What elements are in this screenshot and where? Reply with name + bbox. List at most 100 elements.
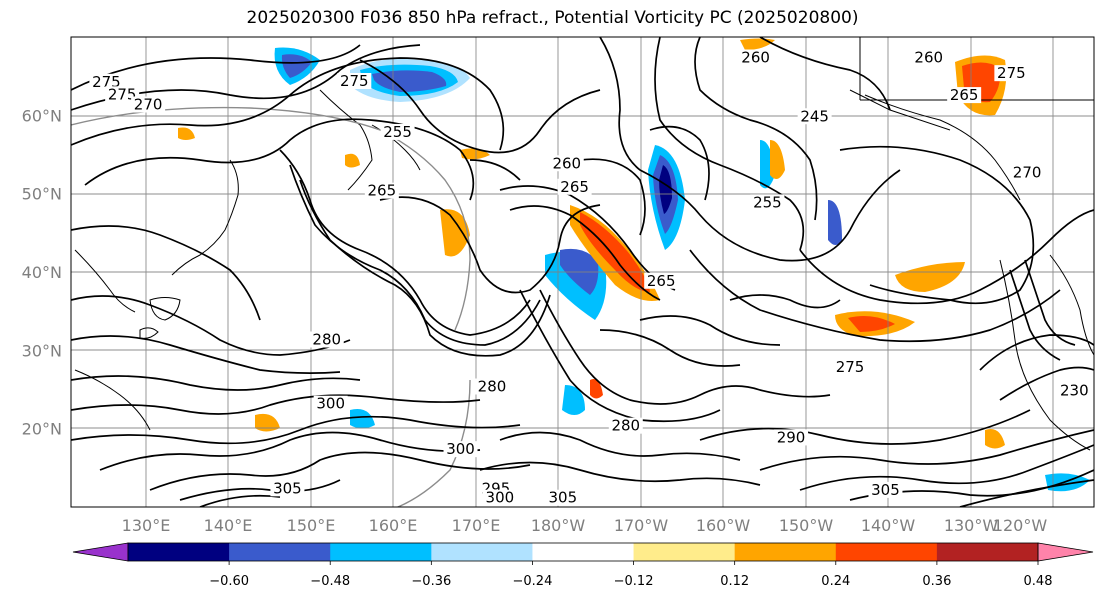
colorbar-outline <box>127 542 1039 562</box>
pv-area-positive <box>895 262 965 292</box>
contour-label-background <box>1010 164 1045 181</box>
pv-area-positive <box>590 379 603 399</box>
colorbar-segment <box>633 543 736 561</box>
contour-label: 260 <box>552 154 581 172</box>
map-title: 2025020300 F036 850 hPa refract., Potent… <box>246 8 859 28</box>
contour-label: 265 <box>647 272 676 290</box>
contour-label: 280 <box>312 331 341 349</box>
map-frame <box>70 36 1095 508</box>
contour-label: 245 <box>800 107 829 125</box>
pv-area-negative <box>659 165 672 214</box>
contour-label-background <box>557 178 592 195</box>
longitude-label: 170°W <box>614 516 669 535</box>
contour-label-background <box>644 272 679 289</box>
contour-label-background <box>738 49 773 66</box>
colorbar-segment <box>128 543 230 561</box>
contour-label-background <box>774 429 809 446</box>
latitude-labels: 60°N 50°N 40°N 30°N 20°N <box>22 106 62 438</box>
contour-label-background <box>380 123 415 140</box>
pv-area-negative <box>562 385 585 415</box>
contour-label: 255 <box>753 193 782 211</box>
contour-label-background <box>105 86 140 103</box>
contour-label: 265 <box>950 86 979 104</box>
contour-label-background <box>309 331 344 348</box>
contour-label-background <box>608 417 643 434</box>
contour-label: 300 <box>486 489 515 507</box>
contour-label-background <box>270 480 305 497</box>
colorbar-extend-low <box>72 542 129 562</box>
refractivity-contours <box>71 37 1094 507</box>
colorbar-tick-label: 0.24 <box>821 574 850 589</box>
longitude-label: 180°W <box>531 516 586 535</box>
colorbar-segment <box>936 543 1039 561</box>
pv-area-positive <box>770 140 785 179</box>
colorbar-tick-labels: −0.60 −0.48 −0.36 −0.24 −0.12 0.12 0.24 0.36 0.4… <box>209 561 1052 589</box>
pv-area-negative <box>350 409 375 429</box>
contour-label: 260 <box>914 49 943 67</box>
contour-label-background <box>475 378 510 395</box>
pv-area-positive <box>985 429 1005 449</box>
colorbar-segment <box>734 543 837 561</box>
colorbar-segment <box>229 543 331 561</box>
colorbar-tick-label: −0.60 <box>209 574 249 589</box>
contour-label-background <box>868 481 903 498</box>
colorbar-tick-label: 0.36 <box>922 574 951 589</box>
contour-label: 275 <box>340 72 369 90</box>
contour-label: 230 <box>1060 381 1089 399</box>
colorbar-tick-label: −0.36 <box>411 574 451 589</box>
contour-label: 275 <box>108 85 137 103</box>
latitude-label: 30°N <box>22 341 62 360</box>
contour-label-background <box>545 489 580 506</box>
contour-label: 265 <box>560 178 589 196</box>
contour-label-background <box>313 395 348 412</box>
pv-area-negative <box>828 200 842 245</box>
contour-label-background <box>337 73 372 89</box>
pv-shading <box>178 38 1090 492</box>
longitude-label: 160°W <box>696 516 751 535</box>
pv-area-negative <box>1045 473 1090 492</box>
contour-label: 265 <box>368 182 397 200</box>
contour-label-background <box>443 441 478 458</box>
contour-label: 275 <box>836 358 865 376</box>
colorbar-segment <box>532 543 635 561</box>
contour-label: 275 <box>92 73 121 91</box>
contour-label-background <box>911 49 946 66</box>
longitude-label: 130°E <box>122 516 171 535</box>
longitude-label: 140°E <box>204 516 253 535</box>
contour-label: 280 <box>478 378 507 396</box>
contour-label: 275 <box>997 64 1026 82</box>
colorbar-tick-label: −0.48 <box>310 574 350 589</box>
contour-label-background <box>947 87 982 104</box>
latitude-label: 60°N <box>22 106 62 125</box>
contour-label: 290 <box>777 428 806 446</box>
pv-area-positive <box>440 209 470 257</box>
contour-label-background <box>364 182 399 199</box>
contour-label: 300 <box>316 395 345 413</box>
colorbar-tick-label: −0.24 <box>513 574 553 589</box>
pv-area-positive <box>848 316 895 332</box>
contour-label: 305 <box>273 479 302 497</box>
contour-label-background <box>1057 382 1092 399</box>
contour-label: 255 <box>383 123 412 141</box>
longitude-label: 170°E <box>452 516 501 535</box>
contour-label: 270 <box>134 96 163 114</box>
colorbar-extend-high <box>1037 542 1094 562</box>
longitude-label: 160°E <box>369 516 418 535</box>
contour-label: 280 <box>611 417 640 435</box>
longitude-label: 120°W <box>993 516 1048 535</box>
longitude-label: 150°E <box>287 516 336 535</box>
pv-area-negative <box>281 54 312 78</box>
contour-label: 305 <box>871 481 900 499</box>
contour-label-background <box>482 489 517 506</box>
contour-label: 260 <box>741 49 770 67</box>
longitude-label: 140°W <box>861 516 916 535</box>
colorbar-tick-label: −0.12 <box>614 574 654 589</box>
contour-label-background <box>994 65 1029 82</box>
contour-label: 300 <box>446 440 475 458</box>
longitude-labels: 130°E 140°E 150°E 160°E 170°E 180°W 170°W 160°W… <box>122 516 1048 535</box>
longitude-label: 130°W <box>944 516 999 535</box>
latitude-label: 40°N <box>22 263 62 282</box>
